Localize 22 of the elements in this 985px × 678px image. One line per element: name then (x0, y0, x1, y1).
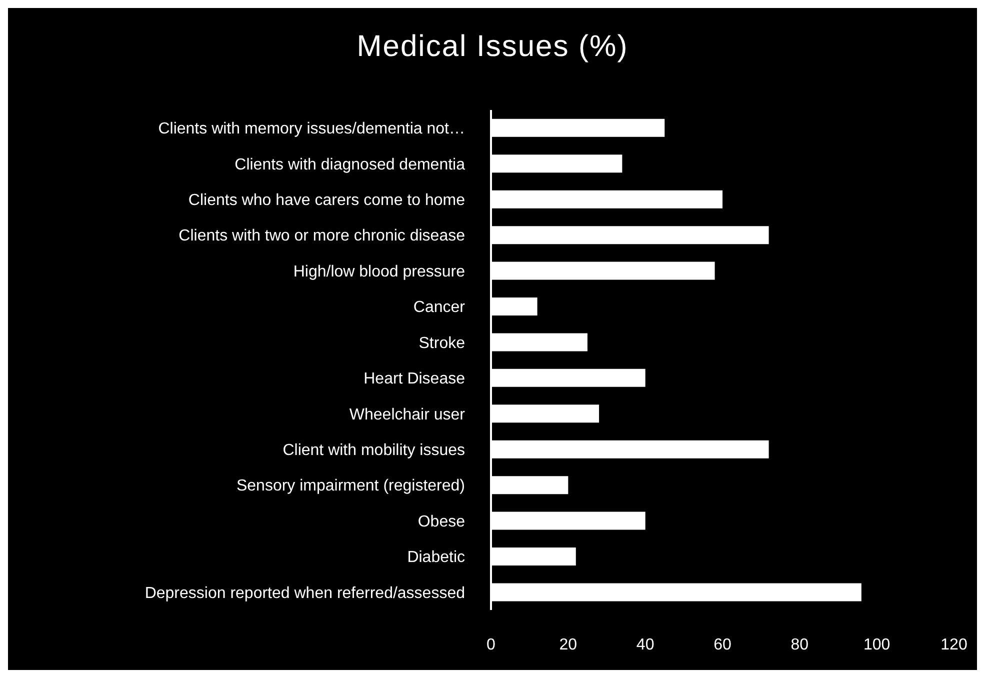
y-tick-label: Clients with memory issues/dementia not… (158, 120, 465, 138)
y-tick-label: Heart Disease (364, 370, 466, 388)
y-tick-label: Stroke (418, 334, 466, 352)
y-tick-label: Client with mobility issues (282, 442, 465, 459)
x-tick-label: 60 (714, 636, 732, 654)
y-tick-label: Sensory impairment (registered) (236, 478, 465, 495)
y-tick-label: Obese (418, 513, 466, 530)
y-tick-label: Diabetic (407, 549, 465, 566)
x-tick-label: 120 (940, 636, 968, 654)
x-tick-label: 100 (863, 636, 890, 654)
x-tick-label: 0 (486, 636, 496, 654)
chart-title: Medical Issues (%) (356, 29, 630, 65)
y-tick-label: Clients with diagnosed dementia (234, 156, 466, 174)
y-tick-label: Clients with two or more chronic disease (178, 228, 466, 245)
x-tick-label: 20 (559, 636, 578, 654)
x-tick-label: 40 (636, 636, 654, 654)
y-tick-label: High/low blood pressure (293, 263, 466, 280)
x-tick-label: 80 (790, 636, 809, 654)
y-tick-label: Depression reported when referred/assessed (144, 584, 465, 602)
y-tick-label: Clients who have carers come to home (188, 192, 466, 209)
y-tick-label: Cancer (413, 299, 466, 316)
y-tick-label: Wheelchair user (349, 406, 466, 424)
